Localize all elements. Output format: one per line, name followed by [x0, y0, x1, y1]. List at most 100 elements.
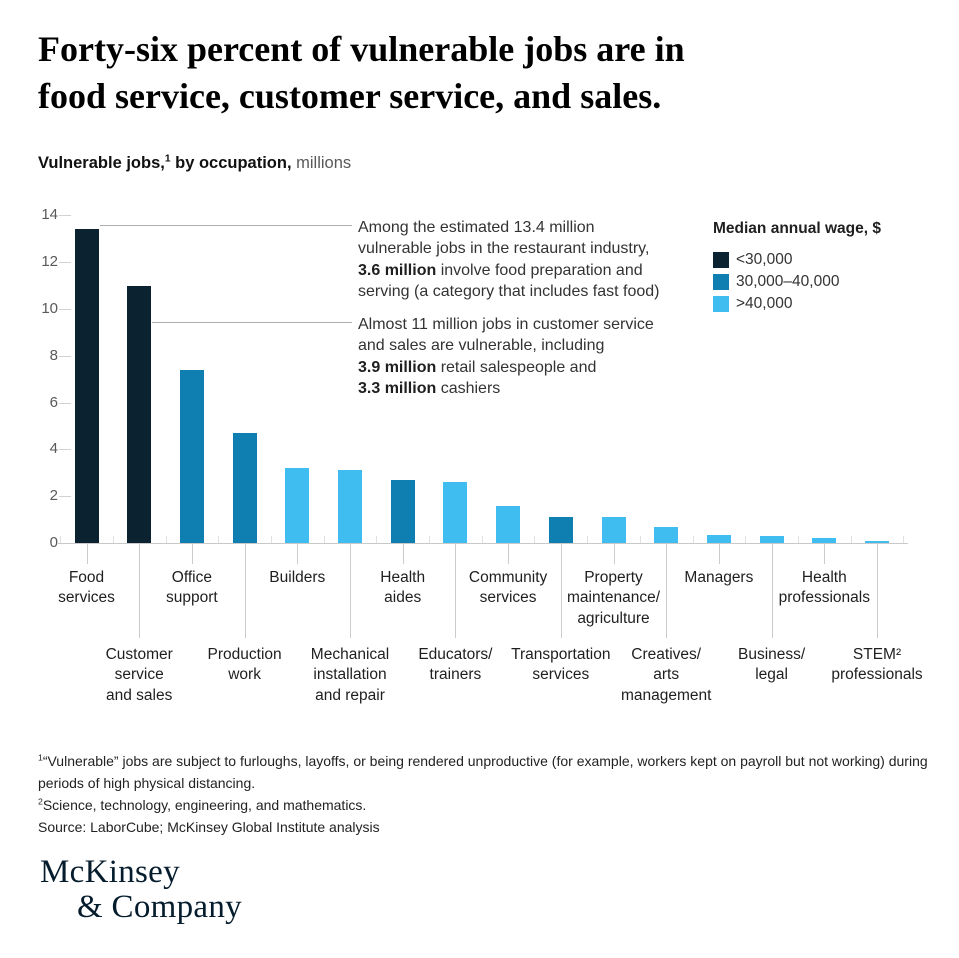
x-axis-label-property-maintenance-agriculture: Property maintenance/agriculture: [566, 569, 661, 627]
bar-transportation-services: [548, 517, 573, 543]
x-axis-label-transportation-services: Transportation services: [511, 646, 611, 684]
y-axis-tick-mark: [59, 262, 71, 264]
chart-legend: Median annual wage, $ <30,000 30,000–40,00…: [713, 220, 881, 318]
footnote-marker-1: 1: [164, 153, 171, 165]
bar-customer-service-and-sales: [127, 285, 152, 543]
legend-item-40-000: >40,000: [713, 295, 881, 312]
x-axis-label-managers: Managers: [684, 569, 754, 586]
bar-office-support: [179, 369, 204, 543]
x-axis-label-customer-service-and-sales: Customer service and sales: [105, 646, 173, 704]
x-axis-minor-tick: [692, 536, 694, 543]
footnote-2: 2Science, technology, engineering, and m…: [38, 796, 367, 814]
annotation-text: Among the estimated 13.4 million: [358, 219, 595, 236]
x-axis-label-educators-trainers: Educators/trainers: [418, 646, 493, 684]
x-axis-minor-tick: [376, 536, 378, 543]
y-axis-tick-label: 6: [49, 393, 58, 411]
x-axis-label-tick: [560, 544, 562, 638]
x-axis-label-tick: [139, 544, 141, 638]
y-axis-tick-mark: [59, 449, 71, 451]
bar-community-services: [496, 505, 521, 543]
y-axis-tick-label: 4: [49, 440, 58, 458]
bar-food-services: [74, 229, 99, 543]
bar-educators-trainers: [443, 482, 468, 543]
page-title-line1: Forty-six percent of vulnerable jobs are…: [38, 29, 685, 69]
x-axis-baseline: [58, 543, 908, 544]
annotation-customer-service: Almost 11 million jobs in customer servi…: [358, 314, 703, 400]
annotation-text: cashiers: [436, 380, 501, 398]
bar-stem-professionals: [865, 540, 889, 543]
x-axis-minor-tick: [112, 536, 114, 543]
mckinsey-logo: McKinsey & Company: [40, 854, 242, 926]
x-axis-minor-tick: [60, 536, 62, 543]
x-axis-label-tick: [613, 544, 615, 564]
y-axis-tick-label: 14: [41, 206, 58, 224]
x-axis-minor-tick: [270, 536, 272, 543]
x-axis-minor-tick: [797, 536, 799, 543]
y-axis-tick-mark: [59, 355, 71, 357]
x-axis-minor-tick: [587, 536, 589, 543]
x-axis-label-tick: [244, 544, 246, 638]
page-title: Forty-six percent of vulnerable jobs are…: [38, 26, 928, 120]
x-axis-minor-tick: [323, 536, 325, 543]
chart-subtitle: Vulnerable jobs,1 by occupation, million…: [38, 154, 351, 173]
annotation-text: and sales are vulnerable, including: [358, 337, 605, 355]
legend-swatch-light: [713, 296, 729, 312]
x-axis-minor-tick: [534, 536, 536, 543]
y-axis-tick-label: 12: [41, 253, 58, 271]
annotation-text: vulnerable jobs in the restaurant indust…: [358, 240, 650, 258]
page-title-line2: food service, customer service, and sale…: [38, 75, 662, 116]
x-axis-label-tick: [86, 544, 88, 564]
legend-label: 30,000–40,000: [736, 273, 840, 290]
x-axis-minor-tick: [639, 536, 641, 543]
x-axis-label-tick: [508, 544, 510, 564]
mckinsey-logo-line1: McKinsey: [40, 854, 180, 890]
x-axis-label-health-aides: Health aides: [380, 569, 426, 607]
legend-title: Median annual wage, $: [713, 220, 881, 237]
annotation-restaurant: Among the estimated 13.4 million vulnerab…: [358, 217, 703, 303]
chart-subtitle-bold: Vulnerable jobs,1 by occupation,: [38, 153, 292, 172]
x-axis-minor-tick: [429, 536, 431, 543]
x-axis-minor-tick: [850, 536, 852, 543]
x-axis-label-tick: [771, 544, 773, 638]
annotation-text: involve food preparation and: [436, 261, 643, 279]
footnotes: 1“Vulnerable” jobs are subject to furlou…: [38, 750, 946, 838]
x-axis-label-tick: [402, 544, 404, 564]
y-axis-tick-mark: [59, 215, 71, 217]
x-axis-label-builders: Builders: [269, 569, 326, 586]
bar-production-work: [232, 433, 257, 543]
x-axis-label-tick: [824, 544, 826, 564]
x-axis-label-tick: [297, 544, 299, 564]
x-axis-minor-tick: [903, 536, 905, 543]
source-line: Source: LaborCube; McKinsey Global Insti…: [38, 819, 380, 836]
chart-subtitle-unit: millions: [291, 154, 352, 172]
mckinsey-logo-line2: & Company: [77, 889, 242, 926]
x-axis-minor-tick: [218, 536, 220, 543]
bar-managers: [706, 534, 731, 543]
annotation-highlight: 3.6 million: [358, 261, 437, 279]
y-axis-tick-label: 0: [49, 534, 58, 551]
y-axis-tick-mark: [59, 402, 71, 404]
x-axis-label-tick: [718, 544, 720, 564]
annotation-highlight: 3.3 million: [358, 380, 437, 398]
x-axis-minor-tick: [481, 536, 483, 543]
x-axis-label-creatives-arts-management: Creatives/arts management: [620, 646, 712, 704]
bar-health-aides: [390, 479, 415, 543]
x-axis-label-tick: [455, 544, 457, 638]
legend-label: >40,000: [736, 295, 793, 312]
bar-property-maintenance-agriculture: [601, 517, 626, 543]
x-axis-label-tick: [666, 544, 668, 638]
legend-swatch-dark: [713, 252, 729, 268]
legend-label: <30,000: [736, 251, 793, 268]
annotation-text: Almost 11 million jobs in customer servi…: [358, 316, 654, 333]
legend-item-30-000-40-000: 30,000–40,000: [713, 273, 881, 290]
annotation-leader-line: [152, 322, 352, 323]
bar-business-legal: [759, 535, 784, 543]
x-axis-label-health-professionals: Health professionals: [778, 569, 870, 607]
x-axis-label-stem-professionals: STEM² professionals: [831, 646, 923, 684]
bar-builders: [285, 468, 310, 543]
x-axis-label-tick: [191, 544, 193, 564]
y-axis-tick-label: 8: [49, 346, 58, 364]
annotation-highlight: 3.9 million: [358, 358, 437, 376]
x-axis-minor-tick: [745, 536, 747, 543]
